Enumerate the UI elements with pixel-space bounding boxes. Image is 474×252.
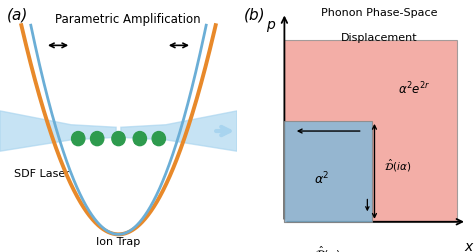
- Text: (b): (b): [244, 8, 266, 23]
- Text: $\alpha^2$: $\alpha^2$: [313, 171, 329, 188]
- Text: $\hat{\mathcal{D}}(i\alpha)$: $\hat{\mathcal{D}}(i\alpha)$: [384, 158, 411, 174]
- Circle shape: [152, 132, 165, 146]
- Text: x: x: [464, 240, 472, 252]
- Bar: [284, 40, 457, 222]
- Circle shape: [112, 132, 125, 146]
- Text: SDF Laser: SDF Laser: [14, 169, 70, 179]
- Text: p: p: [266, 18, 274, 32]
- Text: (a): (a): [7, 8, 28, 23]
- Text: $\hat{\mathcal{D}}(\alpha)$: $\hat{\mathcal{D}}(\alpha)$: [315, 244, 341, 252]
- Polygon shape: [121, 111, 237, 151]
- Text: Displacement: Displacement: [341, 33, 418, 43]
- Text: Phonon Phase-Space: Phonon Phase-Space: [321, 8, 438, 18]
- Circle shape: [91, 132, 104, 146]
- Text: Ion Trap: Ion Trap: [96, 237, 141, 247]
- Circle shape: [72, 132, 85, 146]
- Text: $\alpha^2 e^{2r}$: $\alpha^2 e^{2r}$: [398, 80, 431, 97]
- Bar: [284, 121, 372, 222]
- Text: Parametric Amplification: Parametric Amplification: [55, 13, 201, 26]
- Circle shape: [133, 132, 146, 146]
- Polygon shape: [0, 111, 116, 151]
